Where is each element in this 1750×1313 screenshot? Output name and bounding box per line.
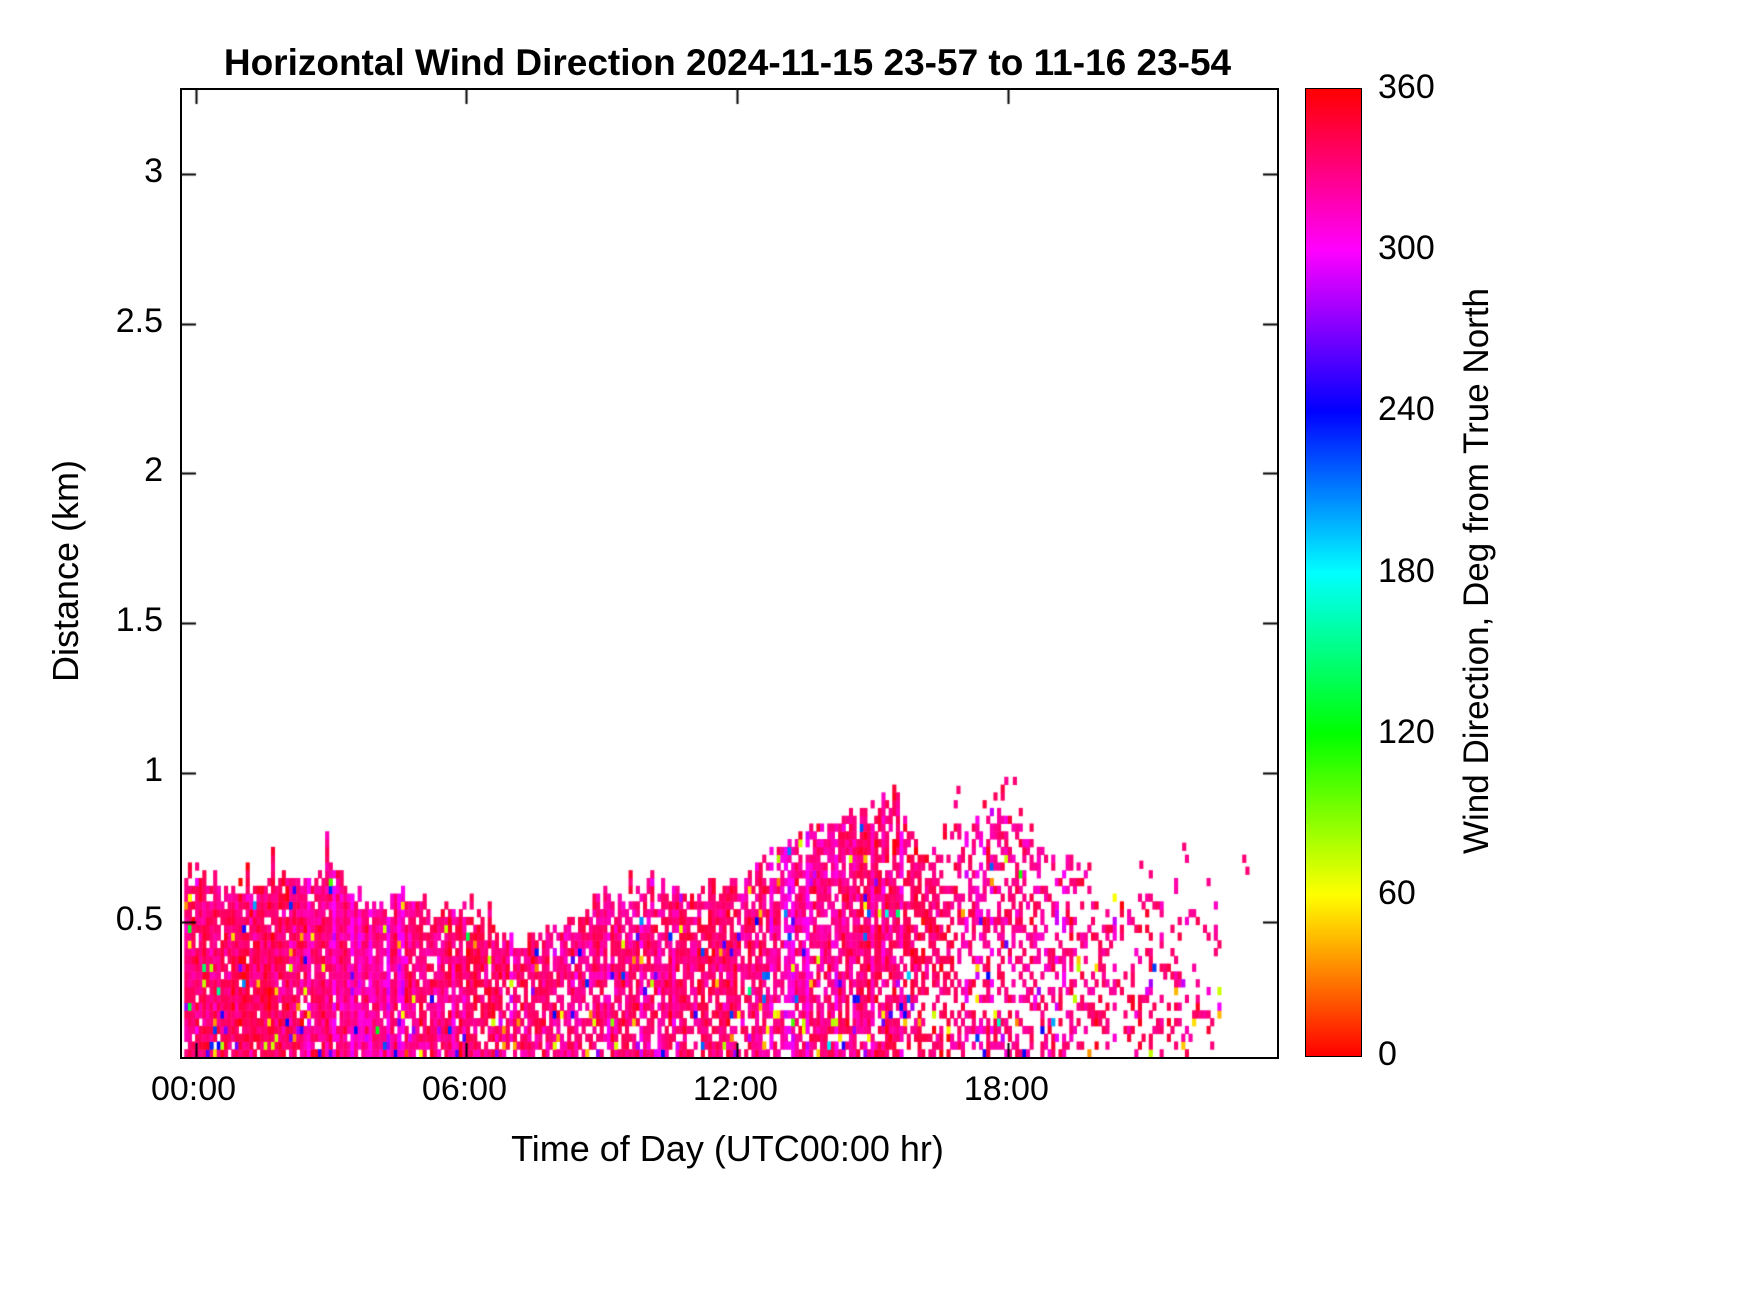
plot-area	[180, 88, 1279, 1059]
y-tick-label: 2.5	[115, 301, 163, 340]
x-tick-label: 18:00	[963, 1070, 1049, 1108]
colorbar-tick-label: 60	[1378, 873, 1416, 912]
y-tick-label: 1.5	[115, 600, 163, 639]
colorbar-tick-label: 300	[1378, 229, 1435, 268]
y-tick-label: 2	[144, 451, 163, 490]
colorbar-tick-label: 120	[1378, 712, 1435, 751]
x-tick-label: 06:00	[421, 1070, 508, 1108]
x-tick-label: 12:00	[692, 1070, 778, 1108]
colorbar	[1305, 88, 1362, 1057]
colorbar-tick-label: 240	[1378, 390, 1435, 429]
colorbar-label: Wind Direction, Deg from True North	[1457, 287, 1496, 855]
y-tick-label: 0.5	[115, 900, 163, 939]
heatmap-canvas	[182, 90, 1277, 1057]
y-axis-label: Distance (km)	[45, 459, 86, 683]
colorbar-gradient	[1306, 89, 1361, 1056]
y-tick-label: 1	[144, 750, 163, 789]
y-tick-label: 3	[144, 151, 163, 190]
x-tick-label: 00:00	[150, 1070, 237, 1108]
colorbar-tick-label: 0	[1378, 1035, 1397, 1073]
colorbar-tick-label: 360	[1378, 68, 1435, 106]
x-axis-label: Time of Day (UTC00:00 hr)	[511, 1128, 944, 1169]
chart-title: Horizontal Wind Direction 2024-11-15 23-…	[223, 42, 1232, 83]
colorbar-tick-label: 180	[1378, 551, 1435, 590]
